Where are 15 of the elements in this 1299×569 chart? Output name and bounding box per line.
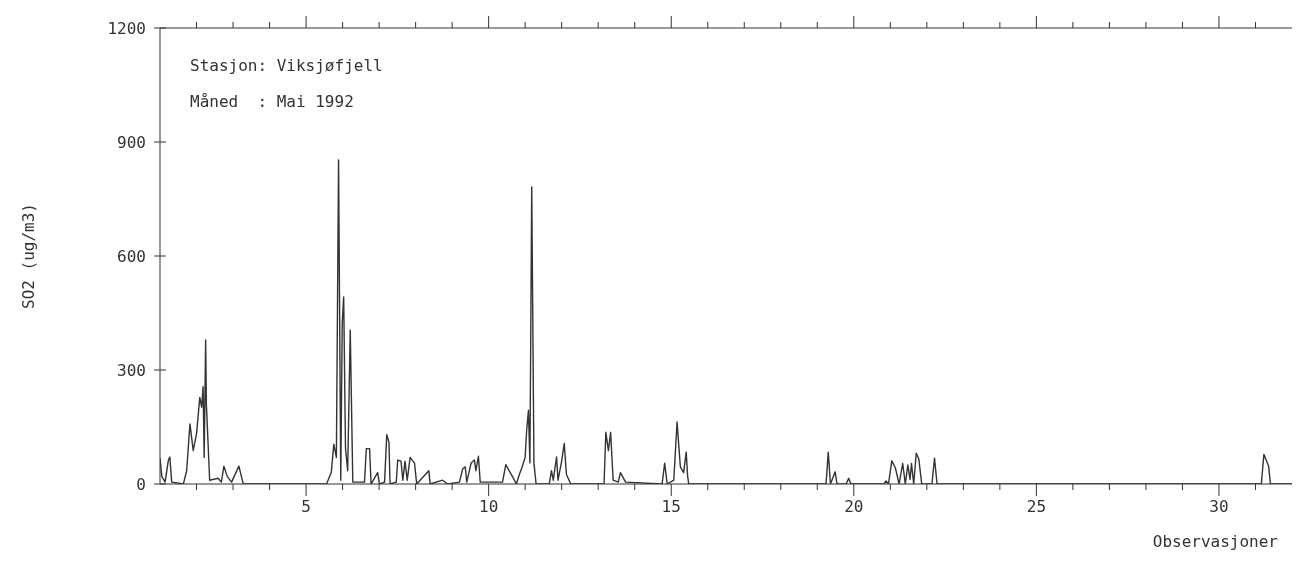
x-axis-title: Observasjoner [1152,532,1279,551]
y-tick-label: 600 [117,247,146,266]
x-tick-label: 10 [479,497,499,516]
x-tick-label: 25 [1026,497,1047,516]
y-tick-label: 1200 [107,19,146,38]
x-tick-label: 5 [301,497,311,516]
x-tick-label: 20 [844,497,864,516]
annotation: Måned : Mai 1992 [190,91,355,113]
x-tick-label: 15 [661,497,681,516]
y-tick-label: 300 [117,361,146,380]
y-tick-label: 0 [136,475,146,494]
y-tick-label: 900 [117,133,146,152]
x-tick-label: 30 [1209,497,1229,516]
annotation: Stasjon: Viksjøfjell [190,55,383,77]
y-axis-title: SO2 (ug/m3) [18,203,38,309]
